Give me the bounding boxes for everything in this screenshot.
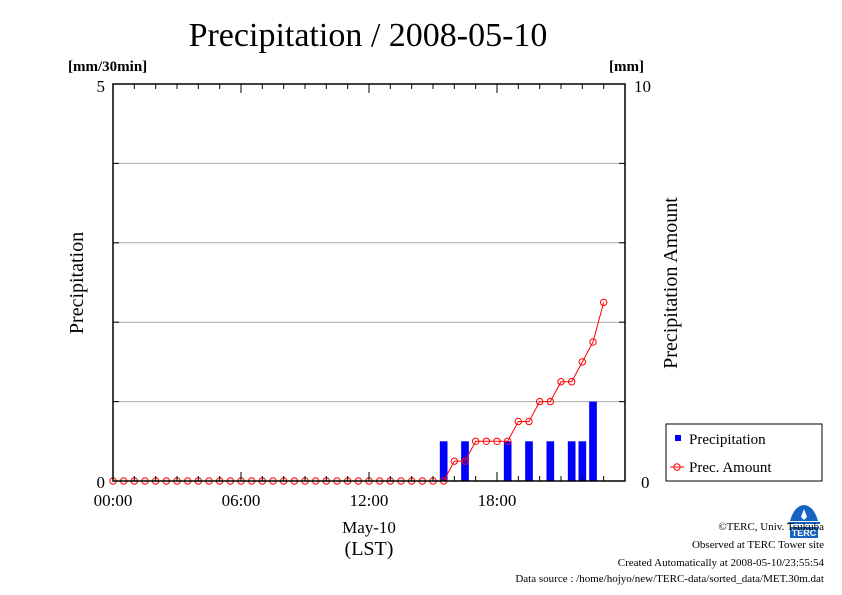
- amount-point: [589, 338, 597, 346]
- amount-point: [493, 437, 501, 445]
- x-zone-label: (LST): [345, 538, 394, 560]
- x-tick-label: 06:00: [222, 491, 261, 510]
- amount-point: [461, 457, 469, 465]
- right-unit-label: [mm]: [609, 59, 644, 75]
- source-text: Data source : /home/hojyo/new/TERC-data/…: [515, 573, 824, 585]
- amount-point: [578, 358, 587, 366]
- precipitation-bar: [439, 441, 448, 481]
- observed-text: Observed at TERC Tower site: [691, 539, 824, 551]
- precipitation-bars: [439, 401, 597, 481]
- copyright-text: ©TERC, Univ. Tsukuba: [718, 521, 824, 533]
- precipitation-bar: [578, 441, 587, 481]
- right-ytick-min: 0: [641, 473, 650, 492]
- right-axis-label: Precipitation Amount: [660, 197, 682, 369]
- x-tick-labels: 00:00 06:00 12:00 18:00: [94, 491, 517, 510]
- precipitation-bar: [546, 441, 555, 481]
- amount-point: [567, 378, 576, 386]
- axis-ticks: [112, 83, 626, 482]
- legend-marker-swatch: [673, 463, 681, 471]
- x-tick-label: 12:00: [350, 491, 389, 510]
- plot-frame: [112, 83, 626, 482]
- legend: Precipitation Prec. Amount: [665, 423, 823, 482]
- amount-point: [557, 378, 565, 386]
- logo-drop-icon: [801, 509, 807, 520]
- amount-point: [503, 437, 512, 445]
- left-axis-label: Precipitation: [66, 232, 88, 334]
- precipitation-bar: [525, 441, 533, 481]
- precipitation-bar: [503, 441, 512, 481]
- amount-point: [546, 397, 555, 406]
- amount-point: [599, 298, 608, 307]
- amount-point: [535, 397, 544, 406]
- left-ytick-min: 0: [97, 473, 106, 492]
- amount-point: [525, 417, 533, 426]
- gridlines: [113, 162, 625, 403]
- x-date-label: May-10: [342, 518, 396, 537]
- left-unit-label: [mm/30min]: [68, 59, 147, 75]
- right-ytick-max: 10: [634, 77, 651, 96]
- left-ytick-max: 5: [97, 77, 106, 96]
- created-text: Created Automatically at 2008-05-10/23:5…: [617, 557, 824, 569]
- amount-point: [471, 437, 480, 445]
- terc-logo: TERC: [784, 503, 824, 539]
- amount-point: [482, 437, 491, 445]
- amount-point: [450, 457, 459, 465]
- amount-point: [514, 417, 523, 426]
- x-tick-label: 00:00: [94, 491, 133, 510]
- chart-title: Precipitation / 2008-05-10: [189, 17, 548, 54]
- precipitation-bar: [567, 441, 576, 481]
- legend-label-amount: Prec. Amount: [689, 460, 772, 476]
- svg-text:TERC: TERC: [792, 528, 817, 538]
- x-tick-label: 18:00: [478, 491, 517, 510]
- precipitation-bar: [589, 401, 597, 481]
- legend-box: [665, 423, 823, 482]
- logo-plate: [790, 527, 818, 538]
- legend-bar-swatch: [675, 435, 681, 441]
- legend-label-precipitation: Precipitation: [689, 432, 766, 448]
